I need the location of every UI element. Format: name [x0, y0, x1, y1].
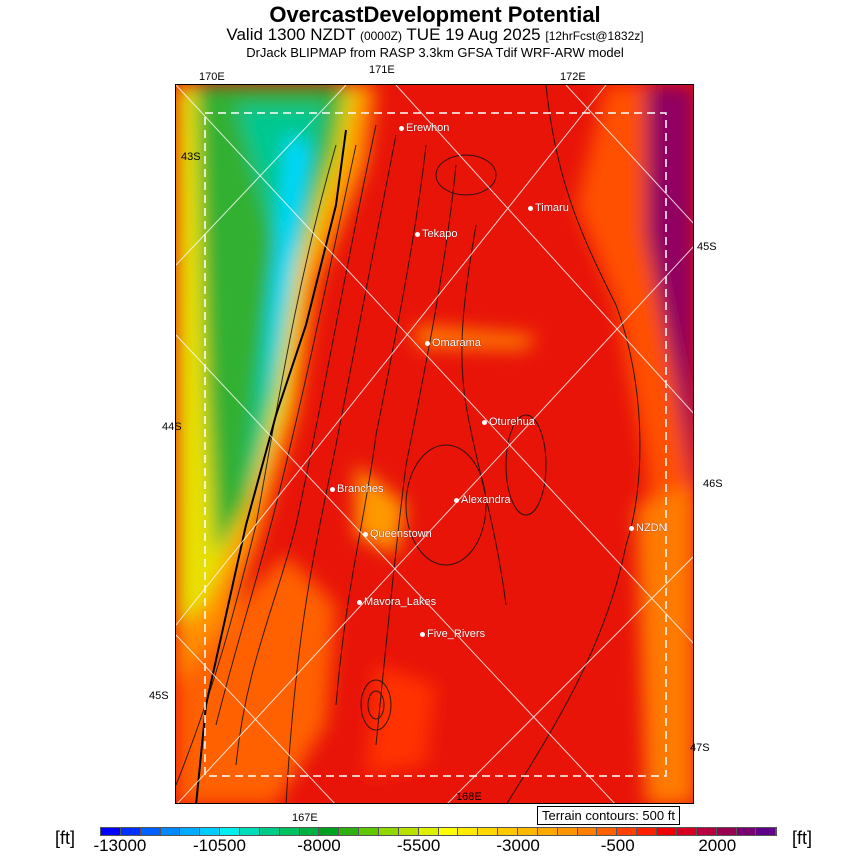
legend-swatch: [120, 828, 141, 835]
valid-date: TUE 19 Aug 2025: [406, 25, 541, 44]
lat-lon-grid: [176, 85, 693, 803]
legend-swatch: [101, 828, 121, 835]
lon-label: 167E: [292, 812, 318, 824]
legend-swatch: [498, 828, 519, 835]
place-tekapo: Tekapo: [414, 228, 458, 240]
legend-swatch: [279, 828, 300, 835]
legend-swatch: [478, 828, 499, 835]
place-mavora-lakes: Mavora_Lakes: [356, 596, 437, 608]
legend-label: -10500: [193, 836, 246, 855]
terrain-contours-note: Terrain contours: 500 ft: [537, 806, 680, 825]
overcast-field: [176, 85, 693, 803]
place-nzdn: NZDN: [629, 522, 667, 534]
legend-swatch: [180, 828, 201, 835]
legend-swatch: [637, 828, 658, 835]
legend-swatch: [200, 828, 221, 835]
lat-label: 45S: [697, 241, 717, 253]
lon-label: 170E: [199, 71, 225, 83]
legend-swatch: [696, 828, 717, 835]
legend-swatch: [418, 828, 439, 835]
legend-swatch: [676, 828, 697, 835]
legend-swatch: [756, 828, 777, 835]
legend-label: -500: [600, 836, 635, 855]
legend-swatch: [140, 828, 161, 835]
legend-swatch: [597, 828, 618, 835]
legend-swatch: [657, 828, 677, 835]
legend-swatch: [379, 828, 399, 835]
unit-label-left: [ft]: [55, 828, 76, 848]
valid-time: Valid 1300 NZDT (0000Z) TUE 19 Aug 2025 …: [0, 25, 850, 45]
legend-swatch: [259, 828, 280, 835]
place-oturehua: Oturehua: [482, 416, 535, 428]
place-five-rivers: Five_Rivers: [419, 628, 486, 640]
lat-label: 44S: [162, 421, 182, 433]
place-omarama: Omarama: [425, 337, 481, 349]
terrain-contours: [176, 85, 641, 803]
lon-label: 168E: [456, 791, 482, 803]
map-canvas: 43S 168E Erewhon Timaru Tekapo Omarama O…: [175, 84, 694, 804]
unit-label-right: [ft]: [792, 828, 813, 848]
legend-swatch: [518, 828, 538, 835]
legend-label: 2000: [698, 836, 737, 855]
color-legend: [100, 827, 777, 836]
lat-label: 46S: [703, 478, 723, 490]
lat-label: 43S: [181, 151, 201, 163]
lat-label: 47S: [690, 742, 710, 754]
place-timaru: Timaru: [528, 202, 569, 214]
valid-label: Valid 1300 NZDT: [226, 25, 356, 44]
legend-swatch: [736, 828, 757, 835]
lon-label: 172E: [560, 71, 586, 83]
legend-swatch: [240, 828, 260, 835]
utc-time: (0000Z): [359, 29, 402, 43]
forecast-info: [12hrFcst@1832z]: [545, 29, 644, 43]
legend-swatch: [617, 828, 638, 835]
legend-swatch: [359, 828, 380, 835]
legend-swatch: [339, 828, 360, 835]
legend-swatch: [458, 828, 479, 835]
legend-label: -5500: [396, 836, 441, 855]
place-branches: Branches: [329, 483, 384, 495]
legend-swatch: [537, 828, 558, 835]
place-queenstown: Queenstown: [363, 528, 432, 540]
legend-swatch: [716, 828, 737, 835]
place-erewhon: Erewhon: [398, 122, 450, 134]
legend-label: -13000: [93, 836, 147, 855]
legend-swatch: [220, 828, 241, 835]
legend-swatch: [160, 828, 181, 835]
legend-label: -3000: [496, 836, 540, 855]
legend-swatch: [299, 828, 320, 835]
coastline: [195, 129, 347, 803]
legend-swatch: [577, 828, 598, 835]
legend-swatch: [319, 828, 340, 835]
legend-label: -8000: [297, 836, 341, 855]
place-alexandra: Alexandra: [454, 494, 511, 506]
map-title: OvercastDevelopment Potential: [269, 2, 601, 27]
domain-boundary: [204, 112, 667, 777]
lat-label: 45S: [149, 690, 169, 702]
model-info: DrJack BLIPMAP from RASP 3.3km GFSA Tdif…: [246, 45, 624, 60]
legend-swatch: [438, 828, 459, 835]
lon-label: 171E: [369, 64, 395, 76]
legend-swatch: [557, 828, 578, 835]
legend-swatch: [398, 828, 419, 835]
